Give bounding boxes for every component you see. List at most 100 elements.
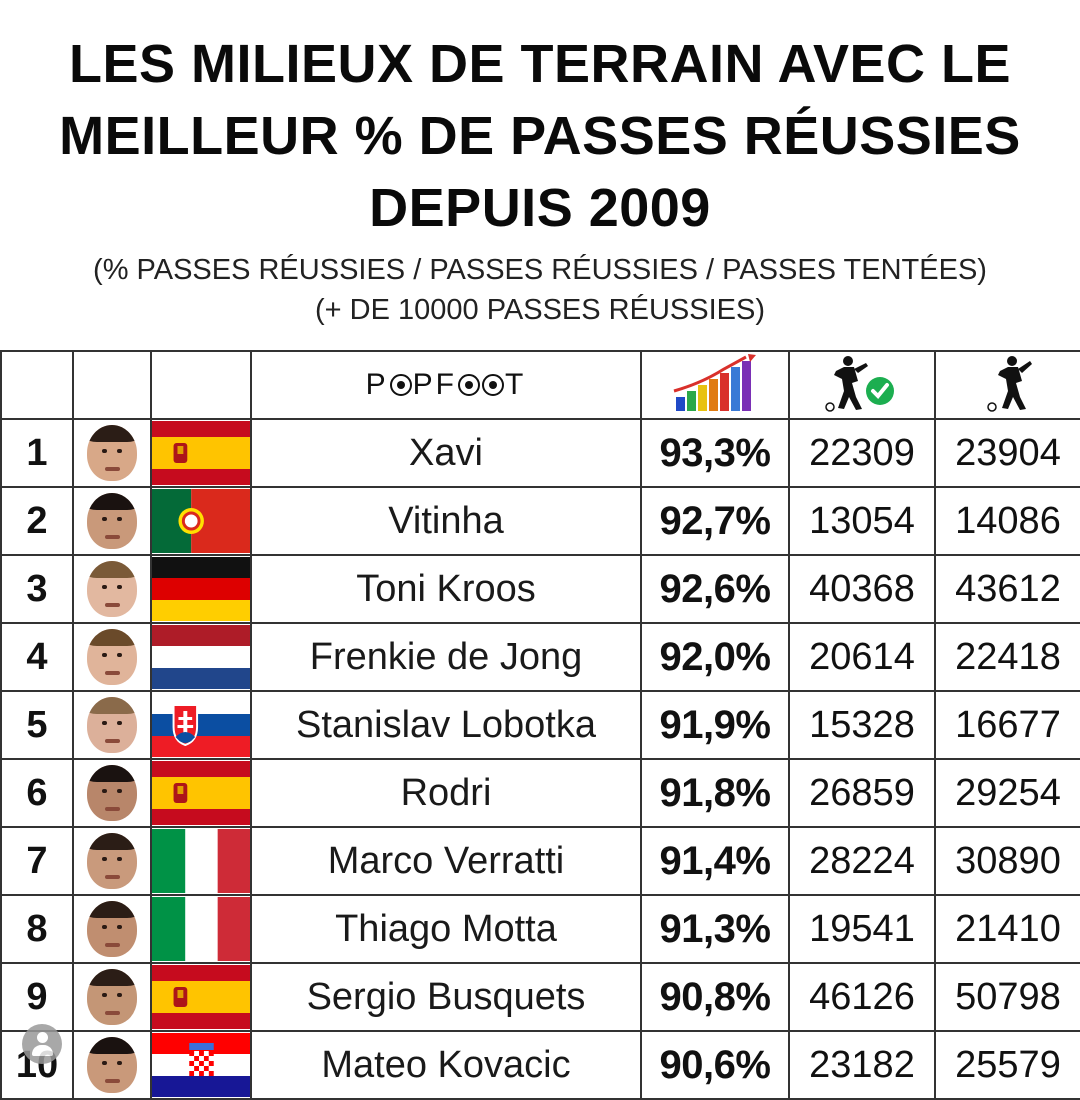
header-cell-rank [0,350,74,420]
flag-cell [150,758,252,828]
passes-completed: 26859 [788,758,936,828]
subtitle: (% PASSES RÉUSSIES / PASSES RÉUSSIES / P… [0,250,1080,330]
passes-attempted: 16677 [934,690,1080,760]
photo-cell [72,554,152,624]
photo-cell [72,894,152,964]
player-photo-avatar [87,765,137,821]
header-cell-attempted [934,350,1080,420]
photo-cell [72,826,152,896]
title-line-2: MEILLEUR % DE PASSES RÉUSSIES [59,106,1021,166]
player-name: Mateo Kovacic [250,1030,642,1100]
table-row: 2 Vitinha 92,7% 13054 14086 [0,486,1080,556]
player-name: Sergio Busquets [250,962,642,1032]
player-photo-avatar [87,1037,137,1093]
passes-attempted: 30890 [934,826,1080,896]
player-photo-avatar [87,697,137,753]
passes-attempted: 23904 [934,418,1080,488]
table-header-row: P PF T [0,350,1080,420]
passes-attempted: 22418 [934,622,1080,692]
player-kick-icon [987,355,1032,412]
photo-cell [72,418,152,488]
photo-cell [72,486,152,556]
player-photo-avatar [87,425,137,481]
passes-attempted: 14086 [934,486,1080,556]
table-row: 4 Frenkie de Jong 92,0% 20614 22418 [0,622,1080,692]
italy-flag-icon [152,829,250,893]
flag-cell [150,554,252,624]
player-photo-avatar [87,561,137,617]
header-cell-flag [150,350,252,420]
player-name: Marco Verratti [250,826,642,896]
portugal-flag-icon [152,489,250,553]
rank-cell: 2 [0,486,74,556]
passes-attempted: 29254 [934,758,1080,828]
table-row: 6 Rodri 91,8% 26859 29254 [0,758,1080,828]
player-name: Frenkie de Jong [250,622,642,692]
pass-percentage: 91,9% [640,690,790,760]
player-photo-avatar [87,833,137,889]
title-line-1: LES MILIEUX DE TERRAIN AVEC LE [68,34,1012,94]
netherlands-flag-icon [152,625,250,689]
pass-percentage: 92,7% [640,486,790,556]
table-row: 3 Toni Kroos 92,6% 40368 43612 [0,554,1080,624]
rank-cell: 5 [0,690,74,760]
passes-completed: 15328 [788,690,936,760]
bar-chart-arrow-icon [673,353,756,411]
rank-cell: 3 [0,554,74,624]
subtitle-line-1: (% PASSES RÉUSSIES / PASSES RÉUSSIES / P… [93,254,987,286]
table-row: 8 Thiago Motta 91,3% 19541 21410 [0,894,1080,964]
flag-cell [150,622,252,692]
pass-percentage: 90,8% [640,962,790,1032]
photo-cell [72,962,152,1032]
player-photo-avatar [87,901,137,957]
player-name: Stanislav Lobotka [250,690,642,760]
pass-percentage: 91,3% [640,894,790,964]
player-name: Xavi [250,418,642,488]
passes-completed: 23182 [788,1030,936,1100]
player-name: Toni Kroos [250,554,642,624]
player-photo-avatar [87,629,137,685]
slovakia-flag-icon [152,693,250,757]
header-cell-photo [72,350,152,420]
player-photo-avatar [87,969,137,1025]
pass-percentage: 93,3% [640,418,790,488]
ranking-table: P PF T [0,350,1080,1100]
player-name: Rodri [250,758,642,828]
header-cell-pct [640,350,790,420]
rank-cell: 1 [0,418,74,488]
flag-cell [150,962,252,1032]
rank-cell: 9 [0,962,74,1032]
page-title: LES MILIEUX DE TERRAIN AVEC LE MEILLEUR … [0,0,1080,244]
popfoot-logo: P PF T [365,368,527,401]
rank-cell: 6 [0,758,74,828]
passes-completed: 28224 [788,826,936,896]
spain-flag-icon [152,965,250,1029]
header: LES MILIEUX DE TERRAIN AVEC LE MEILLEUR … [0,0,1080,350]
pass-percentage: 91,4% [640,826,790,896]
passes-completed: 19541 [788,894,936,964]
pass-percentage: 91,8% [640,758,790,828]
passes-completed: 46126 [788,962,936,1032]
passes-completed: 40368 [788,554,936,624]
table-row: 1 Xavi 93,3% 22309 23904 [0,418,1080,488]
photo-cell [72,622,152,692]
passes-attempted: 50798 [934,962,1080,1032]
spain-flag-icon [152,421,250,485]
photo-cell [72,690,152,760]
flag-cell [150,826,252,896]
germany-flag-icon [152,557,250,621]
title-line-3: DEPUIS 2009 [369,178,711,238]
passes-completed: 13054 [788,486,936,556]
flag-cell [150,1030,252,1100]
table-row: 9 Sergio Busquets 90,8% 46126 50798 [0,962,1080,1032]
table-row: 5 Stanislav Lobotka 91,9% 15328 16677 [0,690,1080,760]
player-name: Vitinha [250,486,642,556]
profile-badge-icon [22,1024,62,1064]
rank-cell: 8 [0,894,74,964]
photo-cell [72,758,152,828]
flag-cell [150,418,252,488]
subtitle-line-2: (+ DE 10000 PASSES RÉUSSIES) [315,294,765,326]
player-photo-avatar [87,493,137,549]
flag-cell [150,690,252,760]
